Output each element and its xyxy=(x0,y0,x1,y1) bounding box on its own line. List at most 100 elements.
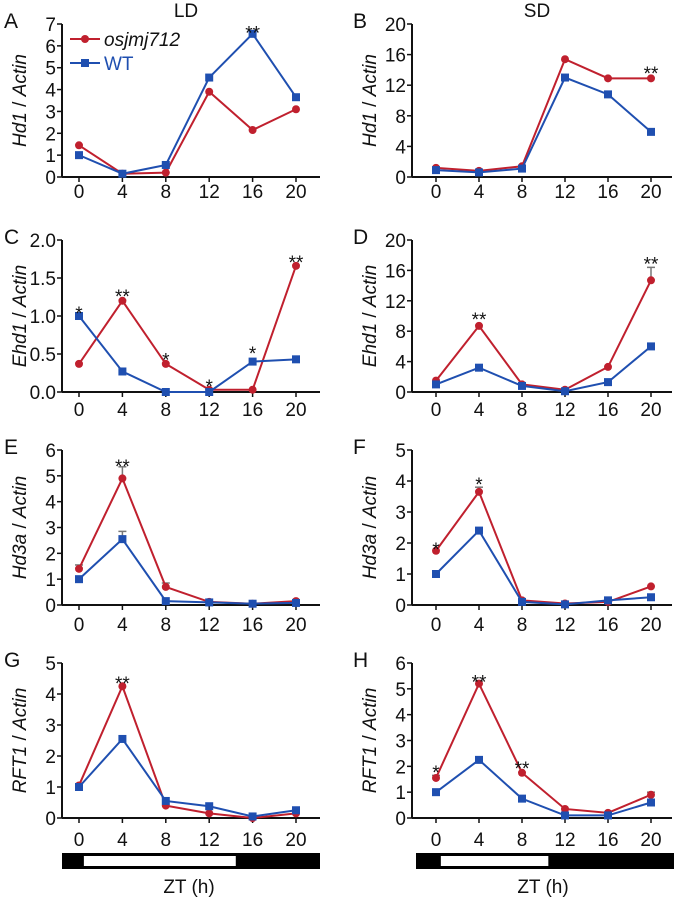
series-wt xyxy=(432,526,655,609)
series-line xyxy=(435,76,652,174)
data-point xyxy=(647,74,655,83)
light-period xyxy=(440,856,549,866)
series-line xyxy=(435,758,652,817)
data-point xyxy=(475,168,483,177)
data-point xyxy=(561,804,569,813)
x-tick-label: 20 xyxy=(640,615,661,636)
series-line xyxy=(78,32,297,175)
series-mutant xyxy=(432,679,655,817)
y-tick-label: 4 xyxy=(45,685,56,706)
panel-letter: B xyxy=(353,10,367,33)
data-point xyxy=(432,773,440,782)
data-point xyxy=(161,388,170,396)
data-point xyxy=(518,768,526,777)
y-tick-label: 1.5 xyxy=(30,269,56,290)
x-tick-label: 16 xyxy=(597,182,618,203)
series-mutant xyxy=(75,87,300,178)
significance-marker: * xyxy=(432,763,440,784)
significance-marker: * xyxy=(162,350,170,371)
y-tick-label: 0.0 xyxy=(30,383,56,404)
x-tick-label: 8 xyxy=(517,615,528,636)
y-axis-label: Ehd1 / Actin xyxy=(360,265,381,367)
y-tick-label: 0 xyxy=(45,809,56,830)
data-point xyxy=(205,802,214,811)
series-line xyxy=(78,475,297,605)
data-point xyxy=(161,168,170,177)
data-point xyxy=(647,127,655,136)
data-point xyxy=(248,29,257,38)
y-tick-label: 1 xyxy=(395,565,406,586)
y-tick-label: 4 xyxy=(395,472,406,493)
series-wt xyxy=(432,342,655,396)
data-point xyxy=(475,321,483,330)
significance-marker: * xyxy=(432,540,440,561)
data-point xyxy=(561,387,569,396)
y-tick-label: 8 xyxy=(395,322,406,343)
significance-marker: ** xyxy=(115,287,130,308)
x-tick-label: 0 xyxy=(74,182,85,203)
y-tick-label: 1 xyxy=(45,570,56,591)
x-tick-label: 0 xyxy=(431,182,442,203)
x-tick-label: 8 xyxy=(161,615,172,636)
y-axis-label: Hd1 / Actin xyxy=(10,54,31,147)
data-point xyxy=(205,809,214,818)
data-point xyxy=(75,312,83,320)
panel-letter: H xyxy=(353,649,368,672)
data-point xyxy=(248,126,257,135)
legend-marker-wt xyxy=(81,59,89,67)
x-tick-label: 4 xyxy=(117,830,128,851)
y-tick-label: 6 xyxy=(45,37,56,58)
y-tick-label: 1 xyxy=(45,146,56,167)
data-point xyxy=(647,790,655,799)
y-tick-label: 3 xyxy=(45,102,56,123)
x-tick-label: 16 xyxy=(242,615,263,636)
significance-marker: * xyxy=(475,475,483,496)
y-tick-label: 2 xyxy=(45,544,56,565)
data-point xyxy=(161,597,170,606)
significance-marker: ** xyxy=(644,255,659,276)
panel-title: LD xyxy=(174,1,198,22)
significance-marker: ** xyxy=(472,673,487,694)
x-tick-label: 8 xyxy=(161,830,172,851)
data-point xyxy=(604,90,612,99)
data-point xyxy=(248,357,257,366)
data-point xyxy=(561,600,569,609)
panel-letter: A xyxy=(4,10,18,33)
y-tick-label: 5 xyxy=(395,680,406,701)
y-tick-label: 0 xyxy=(395,809,406,830)
x-tick-label: 16 xyxy=(597,830,618,851)
series-mutant xyxy=(432,486,655,608)
data-point xyxy=(518,164,526,173)
data-point xyxy=(518,597,526,606)
data-point xyxy=(75,359,83,368)
data-point xyxy=(432,380,440,389)
x-tick-label: 0 xyxy=(74,830,85,851)
series-mutant xyxy=(75,682,300,822)
data-point xyxy=(75,141,83,150)
y-tick-label: 16 xyxy=(385,46,406,67)
y-tick-label: 4 xyxy=(395,706,406,727)
x-tick-label: 4 xyxy=(474,182,485,203)
data-point xyxy=(75,575,83,584)
data-point xyxy=(432,570,440,578)
x-tick-label: 20 xyxy=(285,830,306,851)
x-tick-label: 8 xyxy=(517,400,528,421)
x-tick-label: 12 xyxy=(199,400,220,421)
x-axis-label: ZT (h) xyxy=(163,877,214,898)
x-tick-label: 12 xyxy=(199,615,220,636)
y-tick-label: 4 xyxy=(45,81,56,102)
y-tick-label: 1 xyxy=(395,783,406,804)
y-tick-label: 3 xyxy=(45,519,56,540)
data-point xyxy=(292,355,300,364)
y-tick-label: 12 xyxy=(385,292,406,313)
data-point xyxy=(205,388,214,396)
series-line xyxy=(78,315,297,393)
data-point xyxy=(647,798,655,807)
series-wt xyxy=(75,530,300,608)
data-point xyxy=(647,276,655,285)
x-tick-label: 20 xyxy=(285,400,306,421)
